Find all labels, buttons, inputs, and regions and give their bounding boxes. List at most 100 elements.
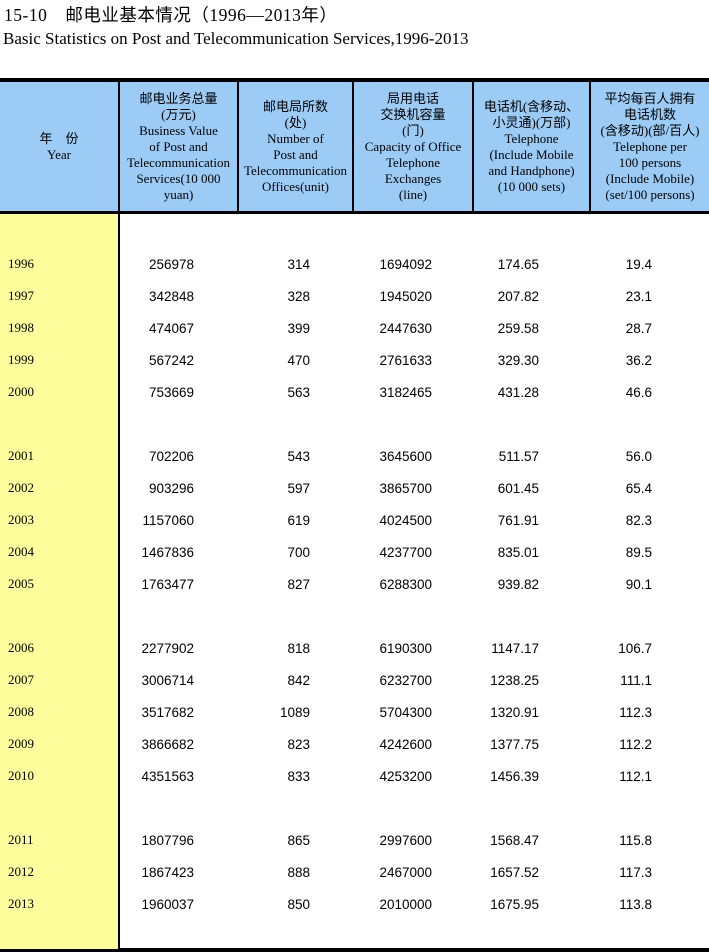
year-cell: 2012 [8,864,34,879]
value-cell-business-value: 2277902 [141,640,194,656]
header-line: Exchanges [384,170,442,186]
year-cell: 2005 [8,576,34,591]
header-line: (万元) [161,106,196,122]
table-row-2002: 2002 903296 597 3865700 601.45 65.4 [0,472,709,504]
header-line: Services(10 000 [136,170,221,186]
header-cell-telephone-sets: 电话机(含移动、 小灵通)(万部) Telephone (Include Mobile… [472,82,589,211]
value-cell-business-value: 1867423 [141,864,194,880]
value-cell-telephone-per-100: 28.7 [625,320,652,336]
header-line: (set/100 persons) [605,186,695,202]
value-cell-exchange-capacity: 4024500 [379,512,432,528]
header-line: 电话机(含移动、 [483,98,580,114]
year-cell: 2006 [8,640,34,655]
value-cell-exchange-capacity: 2010000 [379,896,432,912]
value-cell-exchange-capacity: 3645600 [379,448,432,464]
header-line: (line) [398,186,428,202]
value-cell-telephone-sets: 601.45 [497,480,539,496]
value-cell-telephone-per-100: 56.0 [625,448,652,464]
value-cell-telephone-sets: 1320.91 [490,704,539,720]
header-line: Telecommunication [126,154,231,170]
header-line: and Handphone) [488,162,575,178]
header-line: yuan) [163,186,194,202]
value-cell-office-number: 700 [287,544,310,560]
year-cell: 1999 [8,352,34,367]
value-cell-telephone-sets: 174.65 [497,256,539,272]
year-cell: 2002 [8,480,34,495]
table-row-2009: 2009 3866682 823 4242600 1377.75 112.2 [0,728,709,760]
header-line: 平均每百人拥有 [604,90,696,106]
value-cell-office-number: 543 [287,448,310,464]
header-line: 100 persons [618,154,682,170]
table-row-2007: 2007 3006714 842 6232700 1238.25 111.1 [0,664,709,696]
table-row-2003: 2003 1157060 619 4024500 761.91 82.3 [0,504,709,536]
value-cell-exchange-capacity: 3182465 [379,384,432,400]
value-cell-telephone-per-100: 111.1 [620,672,652,688]
value-cell-exchange-capacity: 6190300 [379,640,432,656]
value-cell-exchange-capacity: 6232700 [379,672,432,688]
value-cell-telephone-per-100: 82.3 [625,512,652,528]
value-cell-business-value: 474067 [148,320,194,336]
year-cell: 2008 [8,704,34,719]
value-cell-business-value: 1763477 [141,576,194,592]
table-row-2004: 2004 1467836 700 4237700 835.01 89.5 [0,536,709,568]
header-line: 电话机数 [623,106,676,122]
year-cell: 2000 [8,384,34,399]
header-line: (处) [284,114,307,130]
value-cell-telephone-per-100: 90.1 [625,576,652,592]
table-row-2012: 2012 1867423 888 2467000 1657.52 117.3 [0,856,709,888]
value-cell-business-value: 3517682 [141,704,194,720]
table-row-2001: 2001 702206 543 3645600 511.57 56.0 [0,440,709,472]
year-cell: 2011 [8,832,34,847]
value-cell-business-value: 1807796 [141,832,194,848]
value-cell-office-number: 1089 [279,704,310,720]
value-cell-office-number: 865 [287,832,310,848]
value-cell-telephone-sets: 431.28 [497,384,539,400]
value-cell-business-value: 342848 [148,288,194,304]
header-line: Year [47,146,71,162]
header-line: Capacity of Office [364,138,462,154]
value-cell-business-value: 1960037 [141,896,194,912]
value-cell-business-value: 753669 [148,384,194,400]
value-cell-exchange-capacity: 4242600 [379,736,432,752]
value-cell-telephone-per-100: 89.5 [625,544,652,560]
value-cell-exchange-capacity: 2467000 [379,864,432,880]
value-cell-telephone-sets: 1377.75 [490,736,539,752]
table-row-2010: 2010 4351563 833 4253200 1456.39 112.1 [0,760,709,792]
header-line: (Include Mobile [489,146,574,162]
value-cell-telephone-sets: 835.01 [497,544,539,560]
value-cell-telephone-sets: 1456.39 [490,768,539,784]
year-cell: 1996 [8,256,34,271]
table-row-1998: 1998 474067 399 2447630 259.58 28.7 [0,312,709,344]
header-line: Telecommunication [243,162,348,178]
page-title-en: Basic Statistics on Post and Telecommuni… [3,29,469,48]
table-row-2011: 2011 1807796 865 2997600 1568.47 115.8 [0,824,709,856]
year-cell: 1997 [8,288,34,303]
value-cell-business-value: 567242 [148,352,194,368]
year-cell: 2007 [8,672,34,687]
header-line: 小灵通)(万部) [492,114,571,130]
year-cell: 1998 [8,320,34,335]
table-row-1997: 1997 342848 328 1945020 207.82 23.1 [0,280,709,312]
table-body: 1996 256978 314 1694092 174.65 19.4 1997 342848… [0,214,709,949]
value-cell-exchange-capacity: 6288300 [379,576,432,592]
table-row-1996: 1996 256978 314 1694092 174.65 19.4 [0,248,709,280]
header-cell-telephone-per-100: 平均每百人拥有 电话机数 (含移动)(部/百人) Telephone per 100 p… [589,82,709,211]
header-line: of Post and [149,138,208,154]
value-cell-telephone-sets: 1657.52 [490,864,539,880]
table-row-2013: 2013 1960037 850 2010000 1675.95 113.8 [0,888,709,920]
value-cell-telephone-sets: 1675.95 [490,896,539,912]
value-cell-office-number: 827 [287,576,310,592]
value-cell-business-value: 1157060 [142,512,194,528]
value-cell-telephone-per-100: 106.7 [618,640,652,656]
value-cell-telephone-per-100: 19.4 [625,256,652,272]
page-title-zh: 15-10 邮电业基本情况（1996—2013年） [4,5,338,25]
value-cell-telephone-sets: 207.82 [497,288,539,304]
value-cell-business-value: 1467836 [141,544,194,560]
header-line: 邮电业务总量 [139,90,218,106]
table-row-1999: 1999 567242 470 2761633 329.30 36.2 [0,344,709,376]
value-cell-exchange-capacity: 5704300 [379,704,432,720]
value-cell-telephone-sets: 511.57 [498,448,539,464]
header-line: Telephone [504,130,559,146]
year-cell: 2010 [8,768,34,783]
value-cell-office-number: 597 [287,480,310,496]
